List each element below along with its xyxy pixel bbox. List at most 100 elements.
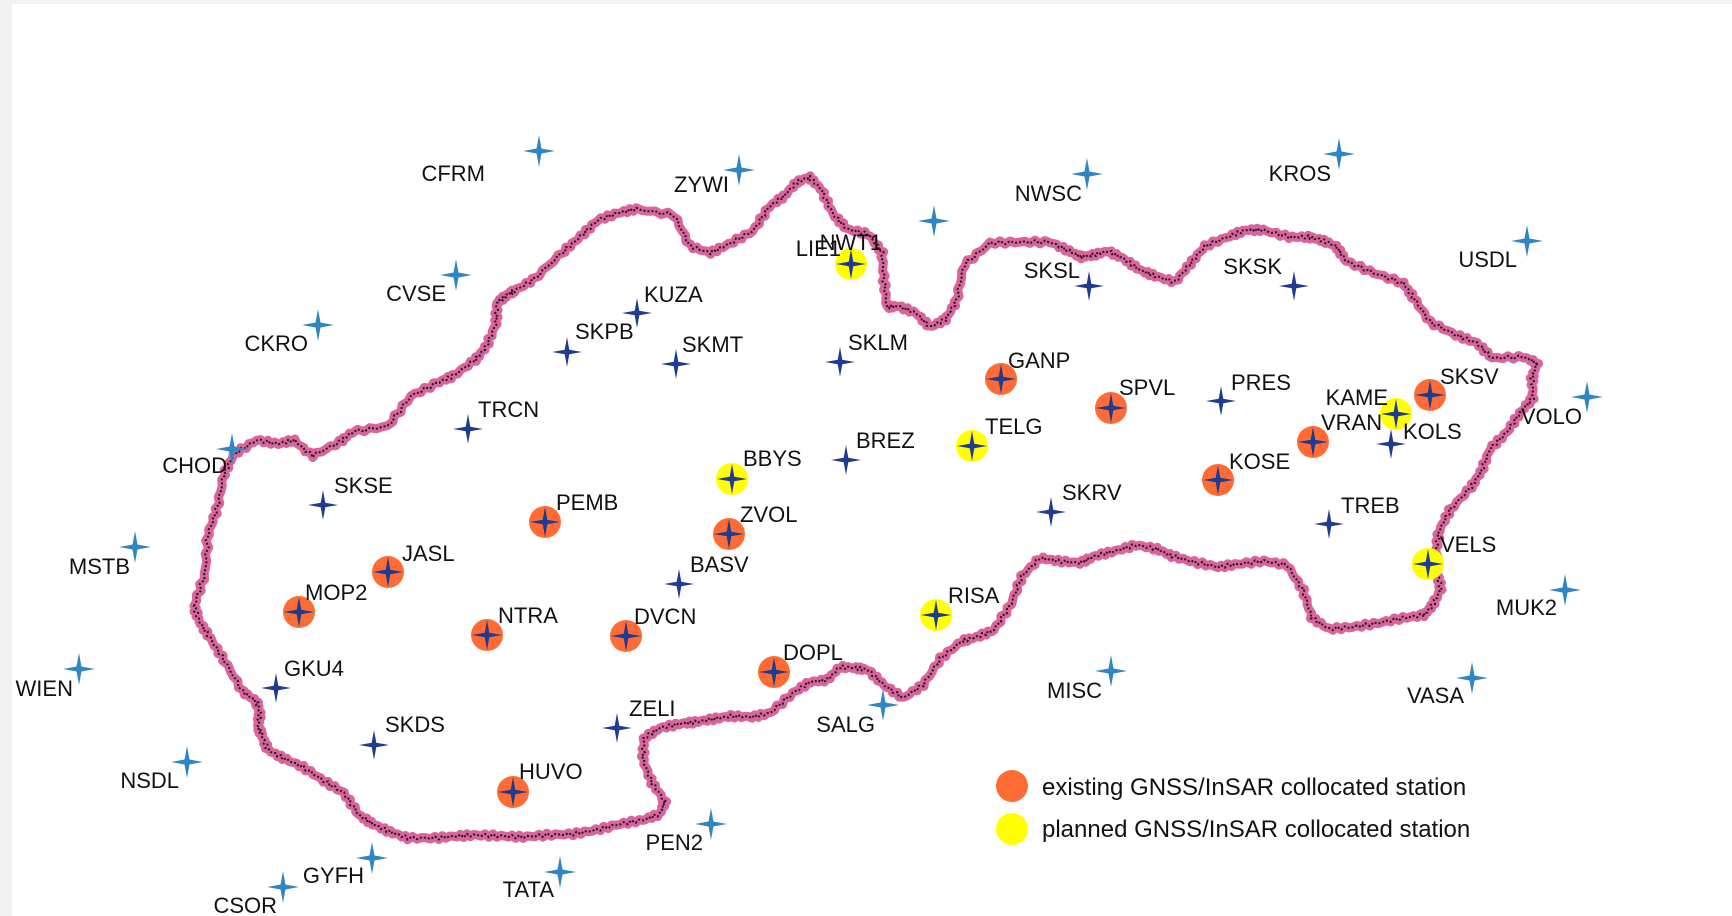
station-label-ntra: NTRA [498,603,558,628]
station-label-wien: WIEN [16,676,73,701]
station-star-icon-gku4[interactable] [261,673,291,703]
station-star-icon-skds[interactable] [359,730,389,760]
station-star-icon-ntra[interactable] [472,620,502,650]
station-star-icon-csor[interactable] [267,871,299,903]
station-star-icon-chod[interactable] [216,433,248,465]
station-label-sklm: SKLM [848,330,908,355]
station-star-icon-kros[interactable] [1323,138,1355,170]
station-label-huvo: HUVO [519,759,583,784]
station-star-icon-sksv[interactable] [1415,380,1445,410]
station-star-icon-sksl[interactable] [1074,271,1104,301]
station-label-skse: SKSE [334,473,393,498]
station-label-cvse: CVSE [386,281,446,306]
station-star-icon-dvcn[interactable] [611,621,641,651]
station-star-icon-bbys[interactable] [717,464,747,494]
station-star-icon-tata[interactable] [544,856,576,888]
station-star-icon-skmt[interactable] [661,349,691,379]
station-star-icon-ckro[interactable] [302,309,334,341]
station-label-kros: KROS [1269,161,1331,186]
station-label-salg: SALG [816,712,875,737]
station-star-icon-vels[interactable] [1413,549,1443,579]
legend-existing-swatch [996,770,1028,802]
station-star-icon-sksk[interactable] [1279,271,1309,301]
station-label-misc: MISC [1047,678,1102,703]
station-label-vels: VELS [1440,532,1496,557]
station-label-kols: KOLS [1403,419,1462,444]
station-star-icon-salg[interactable] [867,689,899,721]
station-label-pen2: PEN2 [646,830,703,855]
station-star-icon-kame[interactable] [1381,399,1411,429]
station-star-icon-dopl[interactable] [759,657,789,687]
station-star-icon-nsdl[interactable] [171,746,203,778]
station-star-icon-basv[interactable] [664,569,694,599]
station-label-vasa: VASA [1407,683,1464,708]
station-star-icon-skse[interactable] [308,490,338,520]
station-markers [63,135,1603,903]
station-star-icon-jasl[interactable] [373,557,403,587]
station-star-icon-skpb[interactable] [552,337,582,367]
station-label-muk2: MUK2 [1496,595,1557,620]
station-star-icon-zeli[interactable] [602,713,632,743]
station-label-ganp: GANP [1008,348,1070,373]
station-star-icon-vran[interactable] [1298,427,1328,457]
station-star-icon-wien[interactable] [63,653,95,685]
station-star-icon-muk2[interactable] [1549,574,1581,606]
station-star-icon-pen2[interactable] [695,808,727,840]
station-star-icon-vasa[interactable] [1456,662,1488,694]
country-border-fill [189,171,1544,845]
station-star-icon-ganp[interactable] [986,364,1016,394]
legend-planned-swatch [996,813,1028,845]
station-label-nwt1: NWT1 [820,230,882,255]
station-star-icon-usdl[interactable] [1511,225,1543,257]
station-star-icon-zywi[interactable] [723,154,755,186]
station-label-sksl: SKSL [1024,258,1080,283]
country-border [189,171,1544,845]
station-star-icon-kuza[interactable] [622,298,652,328]
station-star-icon-nwsc[interactable] [1071,158,1103,190]
station-star-icon-misc[interactable] [1095,655,1127,687]
station-star-icon-spvl[interactable] [1096,393,1126,423]
station-star-icon-cfrm[interactable] [523,135,555,167]
station-star-icon-zvol[interactable] [714,519,744,549]
station-star-icon-sklm[interactable] [825,347,855,377]
station-star-icon-gyfh[interactable] [356,842,388,874]
station-label-csor: CSOR [213,893,277,916]
station-map[interactable]: CFRM ZYWI NWSC KROS USDL CVSE CKRO CHOD MSTB WIEN… [12,4,1732,916]
station-star-icon-cvse[interactable] [440,259,472,291]
station-star-icon-mstb[interactable] [119,531,151,563]
station-label-tata: TATA [503,877,555,902]
station-star-icon-kols[interactable] [1376,429,1406,459]
station-label-gyfh: GYFH [303,863,364,888]
station-label-sksv: SKSV [1440,364,1499,389]
legend-existing-label: existing GNSS/InSAR collocated station [1042,774,1466,801]
station-label-cfrm: CFRM [421,161,485,186]
station-star-icon-lie1[interactable] [836,249,866,279]
station-star-icon-nwt1[interactable] [918,205,950,237]
station-label-pemb: PEMB [556,490,618,515]
station-star-icon-treb[interactable] [1314,509,1344,539]
station-labels: CFRM ZYWI NWSC KROS USDL CVSE CKRO CHOD MSTB WIEN… [16,161,1582,916]
station-label-telg: TELG [985,414,1042,439]
station-label-spvl: SPVL [1119,375,1175,400]
station-label-usdl: USDL [1458,247,1517,272]
station-label-skrv: SKRV [1062,480,1122,505]
station-star-icon-trcn[interactable] [453,414,483,444]
legend-planned-label: planned GNSS/InSAR collocated station [1042,816,1470,843]
station-star-icon-volo[interactable] [1571,381,1603,413]
station-label-sksk: SKSK [1223,254,1282,279]
station-star-icon-pres[interactable] [1206,386,1236,416]
station-star-icon-brez[interactable] [831,445,861,475]
station-label-kose: KOSE [1229,449,1290,474]
country-border-edge [193,174,1540,841]
station-star-icon-pemb[interactable] [530,507,560,537]
station-label-zywi: ZYWI [674,172,729,197]
station-star-icon-mop2[interactable] [284,597,314,627]
station-label-ckro: CKRO [244,331,308,356]
station-star-icon-kose[interactable] [1203,465,1233,495]
map-frame: CFRM ZYWI NWSC KROS USDL CVSE CKRO CHOD MSTB WIEN… [12,4,1732,916]
station-label-gku4: GKU4 [284,656,344,681]
station-star-icon-huvo[interactable] [498,777,528,807]
station-star-icon-risa[interactable] [921,600,951,630]
station-star-icon-telg[interactable] [957,431,987,461]
station-star-icon-skrv[interactable] [1036,497,1066,527]
